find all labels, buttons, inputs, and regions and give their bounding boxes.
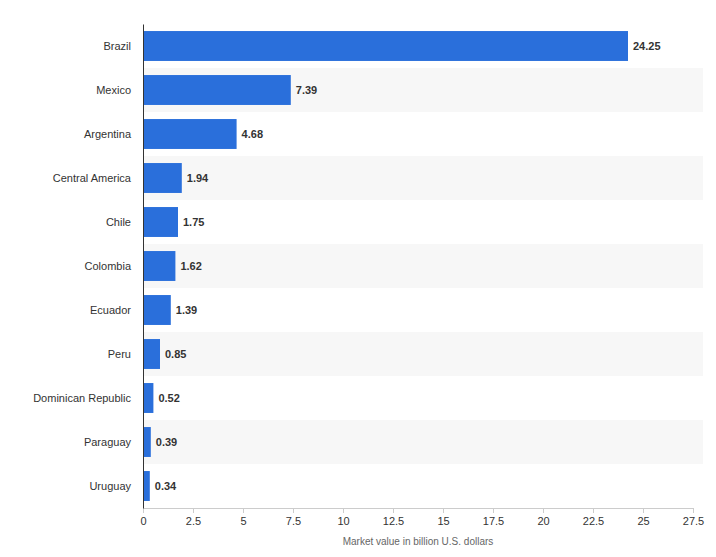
row-stripe [143, 156, 703, 200]
data-label: 0.85 [165, 348, 186, 360]
bar [143, 119, 237, 149]
y-tick: Central America [53, 172, 143, 184]
x-tick-mark [543, 508, 544, 513]
x-tick-label: 17.5 [483, 515, 504, 527]
x-tick: 5 [240, 508, 246, 527]
row-stripe [143, 332, 703, 376]
y-tick-label: Chile [106, 216, 131, 228]
x-tick-label: 22.5 [583, 515, 604, 527]
bar [143, 75, 291, 105]
x-tick-mark [493, 508, 494, 513]
y-tick-label: Ecuador [90, 304, 131, 316]
bar [143, 383, 153, 413]
x-tick-label: 27.5 [683, 515, 704, 527]
y-tick-label: Paraguay [84, 436, 132, 448]
x-tick-label: 2.5 [186, 515, 201, 527]
bar [143, 251, 175, 281]
bars [143, 31, 628, 501]
x-tick-label: 20 [537, 515, 549, 527]
data-label: 0.52 [158, 392, 179, 404]
y-tick-label: Colombia [85, 260, 132, 272]
x-tick: 22.5 [583, 508, 604, 527]
x-tick: 2.5 [186, 508, 201, 527]
x-tick: 27.5 [683, 508, 704, 527]
bar [143, 471, 150, 501]
chart: 0 2.5 5 7.5 10 12.5 15 17.5 20 22.5 25 27.5 Brazil Me… [0, 0, 716, 557]
data-label: 1.62 [180, 260, 201, 272]
y-tick: Chile [106, 216, 143, 228]
x-tick-mark [293, 508, 294, 513]
x-tick-label: 10 [337, 515, 349, 527]
x-tick: 17.5 [483, 508, 504, 527]
x-axis: 0 2.5 5 7.5 10 12.5 15 17.5 20 22.5 25 27.5 [140, 508, 704, 527]
data-label: 24.25 [633, 40, 661, 52]
data-label: 4.68 [242, 128, 263, 140]
bar [143, 163, 182, 193]
x-tick-mark [143, 508, 144, 513]
data-label: 1.75 [183, 216, 204, 228]
x-tick: 7.5 [286, 508, 301, 527]
x-tick: 12.5 [383, 508, 404, 527]
y-tick-label: Peru [108, 348, 131, 360]
y-tick-label: Argentina [84, 128, 132, 140]
x-axis-line [144, 509, 694, 514]
x-tick: 15 [437, 508, 449, 527]
data-label: 7.39 [296, 84, 317, 96]
x-tick: 20 [537, 508, 549, 527]
data-label: 0.34 [155, 480, 177, 492]
y-tick: Uruguay [89, 480, 143, 492]
bar [143, 207, 178, 237]
x-tick-label: 5 [240, 515, 246, 527]
x-tick-mark [393, 508, 394, 513]
x-tick: 10 [337, 508, 349, 527]
bar [143, 31, 628, 61]
y-tick: Brazil [103, 40, 143, 52]
x-tick-label: 7.5 [286, 515, 301, 527]
y-tick: Dominican Republic [33, 392, 143, 404]
y-tick: Colombia [85, 260, 143, 272]
y-tick-label: Mexico [96, 84, 131, 96]
y-tick: Paraguay [84, 436, 143, 448]
x-tick-label: 15 [437, 515, 449, 527]
data-label: 0.39 [156, 436, 177, 448]
data-label: 1.39 [176, 304, 197, 316]
row-stripe [143, 420, 703, 464]
y-tick: Mexico [96, 84, 143, 96]
row-stripes [143, 68, 703, 464]
x-axis-title: Market value in billion U.S. dollars [343, 536, 494, 547]
x-tick-mark [193, 508, 194, 513]
bar [143, 427, 151, 457]
x-tick-mark [593, 508, 594, 513]
x-tick-mark [693, 508, 694, 513]
x-tick: 0 [140, 508, 146, 527]
y-tick: Argentina [84, 128, 143, 140]
y-tick-label: Dominican Republic [33, 392, 131, 404]
x-tick-mark [443, 508, 444, 513]
bar [143, 339, 160, 369]
y-tick-label: Central America [53, 172, 132, 184]
data-label: 1.94 [187, 172, 209, 184]
x-tick-label: 0 [140, 515, 146, 527]
y-tick-label: Uruguay [89, 480, 131, 492]
x-tick: 25 [637, 508, 649, 527]
x-tick-mark [343, 508, 344, 513]
y-tick-label: Brazil [103, 40, 131, 52]
x-tick-mark [243, 508, 244, 513]
y-tick: Ecuador [90, 304, 143, 316]
row-stripe [143, 244, 703, 288]
x-tick-label: 25 [637, 515, 649, 527]
x-tick-label: 12.5 [383, 515, 404, 527]
bar [143, 295, 171, 325]
y-axis-line [143, 25, 144, 509]
data-labels: 24.25 7.39 4.68 1.94 1.75 1.62 1.39 0.85 0.52 0.3… [155, 40, 661, 492]
row-stripe [143, 68, 703, 112]
y-axis: Brazil Mexico Argentina Central America Chil… [33, 25, 143, 509]
x-tick-mark [643, 508, 644, 513]
y-tick: Peru [108, 348, 143, 360]
plot: 0 2.5 5 7.5 10 12.5 15 17.5 20 22.5 25 27.5 Brazil Me… [33, 25, 704, 527]
